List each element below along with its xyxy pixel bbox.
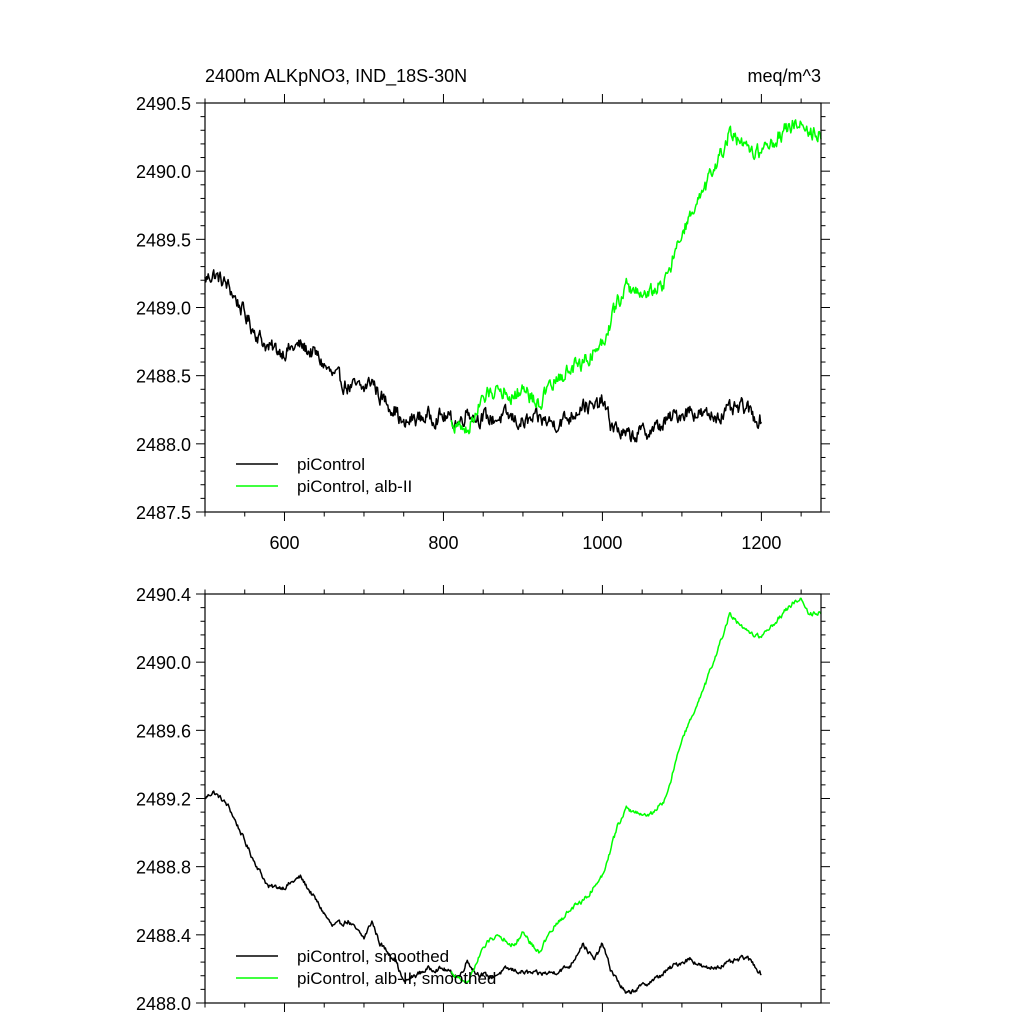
plot-frame [204, 593, 822, 1004]
legend-label: piControl, alb-II, smoothed [297, 969, 496, 988]
y-tick-label: 2488.8 [136, 858, 191, 878]
y-tick-label: 2490.0 [136, 162, 191, 182]
series-line-picontrol-alb-ii [450, 119, 822, 435]
legend: piControl piControl, alb-II [236, 455, 412, 496]
tick-layer: 2488.0 2488.4 2488.8 2489.2 2489.6 2490.0 2490… [136, 585, 830, 1014]
y-tick-label: 2489.5 [136, 230, 191, 250]
panel-bottom: piControl, smoothed piControl, alb-II, sm… [136, 585, 830, 1014]
x-tick-label: 600 [269, 533, 299, 553]
y-tick-label: 2490.4 [136, 585, 191, 605]
y-tick-label: 2489.6 [136, 721, 191, 741]
x-tick-label: 800 [428, 533, 458, 553]
legend-label: piControl, smoothed [297, 947, 449, 966]
series-line-picontrol-alb-ii-smoothed [450, 597, 822, 984]
legend-label: piControl, alb-II [297, 477, 412, 496]
x-tick-label: 1200 [741, 533, 781, 553]
legend-label: piControl [297, 455, 365, 474]
y-tick-label: 2489.0 [136, 299, 191, 319]
y-tick-label: 2489.2 [136, 790, 191, 810]
y-tick-label: 2488.0 [136, 994, 191, 1014]
y-tick-label: 2490.5 [136, 94, 191, 114]
y-tick-label: 2488.0 [136, 435, 191, 455]
tick-layer: 600 800 1000 1200 2487.5 2488.0 2488.5 2489.0 24… [136, 94, 830, 553]
series-layer [204, 119, 822, 443]
y-tick-label: 2488.5 [136, 367, 191, 387]
panel-units: meq/m^3 [748, 66, 821, 86]
series-line-picontrol [204, 269, 763, 443]
series-line-picontrol-smoothed [204, 790, 762, 995]
plot-frame [204, 102, 822, 513]
panel-top: 2400m ALKpNO3, IND_18S-30N meq/m^3 piCon… [136, 66, 830, 553]
panel-title: 2400m ALKpNO3, IND_18S-30N [205, 66, 467, 87]
x-tick-label: 1000 [582, 533, 622, 553]
y-tick-label: 2487.5 [136, 503, 191, 523]
series-layer [204, 597, 822, 995]
y-tick-label: 2490.0 [136, 653, 191, 673]
legend: piControl, smoothed piControl, alb-II, sm… [236, 947, 496, 988]
y-tick-label: 2488.4 [136, 926, 191, 946]
